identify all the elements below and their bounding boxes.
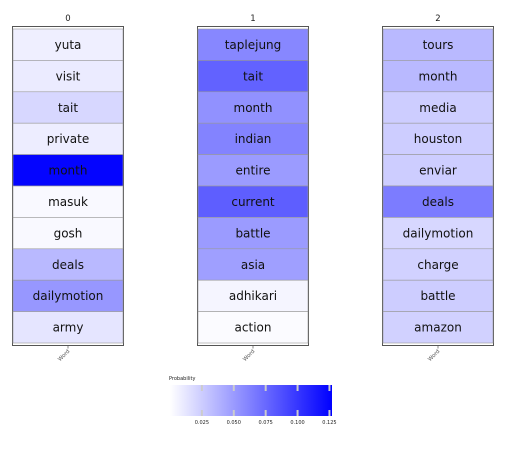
heatmap-cell bbox=[12, 91, 124, 124]
heatmap-columns: 0 yuta visit tait private month masuk gosh deals… bbox=[12, 14, 494, 363]
cell-word-label: houston bbox=[414, 132, 462, 146]
heatmap-cell bbox=[12, 279, 124, 312]
cell-word-label: entire bbox=[235, 164, 270, 178]
cell-word-label: gosh bbox=[54, 226, 83, 240]
heatmap-cell bbox=[382, 248, 494, 281]
heatmap-cell bbox=[382, 185, 494, 218]
column-title: 1 bbox=[250, 14, 255, 24]
x-tick-label: Word bbox=[242, 349, 256, 363]
cell-word-label: enviar bbox=[419, 164, 457, 178]
cell-word-label: deals bbox=[52, 258, 84, 272]
cell-word-label: masuk bbox=[48, 195, 88, 209]
heatmap-cell bbox=[12, 311, 124, 344]
heatmap-cell bbox=[197, 311, 309, 344]
cell-word-label: asia bbox=[241, 258, 265, 272]
heatmap-cell bbox=[382, 122, 494, 155]
cell-word-label: charge bbox=[417, 258, 458, 272]
heatmap-cell bbox=[382, 154, 494, 187]
cell-word-label: taplejung bbox=[225, 38, 282, 52]
colorbar-gradient bbox=[170, 385, 332, 416]
cell-word-label: tours bbox=[423, 38, 454, 52]
heatmap-cell bbox=[12, 122, 124, 155]
cell-word-label: deals bbox=[422, 195, 454, 209]
cell-word-label: dailymotion bbox=[403, 226, 474, 240]
cell-word-label: private bbox=[47, 132, 89, 146]
colorbar-tick-label: 0.075 bbox=[259, 420, 273, 426]
column-title: 2 bbox=[435, 14, 440, 24]
cell-word-label: battle bbox=[235, 226, 270, 240]
cell-word-label: month bbox=[419, 69, 458, 83]
cell-word-label: month bbox=[49, 164, 88, 178]
heatmap-cell bbox=[197, 248, 309, 281]
heatmap-cell bbox=[12, 185, 124, 218]
cell-word-label: dailymotion bbox=[33, 289, 104, 303]
heatmap-cell bbox=[197, 185, 309, 218]
heatmap-cell bbox=[197, 28, 309, 61]
heatmap-column-1: 1 taplejung tait month indian entire current ba… bbox=[197, 14, 309, 363]
colorbar-tick-label: 0.100 bbox=[290, 420, 304, 426]
heatmap-cell bbox=[12, 248, 124, 281]
heatmap-cell bbox=[197, 217, 309, 250]
cell-word-label: tait bbox=[58, 101, 78, 115]
heatmap-cell bbox=[382, 91, 494, 124]
cell-word-label: month bbox=[234, 101, 273, 115]
colorbar-tick-label: 0.050 bbox=[227, 420, 241, 426]
cell-word-label: yuta bbox=[55, 38, 82, 52]
heatmap-cell bbox=[382, 311, 494, 344]
heatmap-column-2: 2 tours month media houston enviar deals dailym… bbox=[382, 14, 494, 363]
heatmap-cell bbox=[197, 154, 309, 187]
cell-word-label: visit bbox=[56, 69, 81, 83]
cell-word-label: indian bbox=[235, 132, 272, 146]
heatmap-cell bbox=[197, 279, 309, 312]
colorbar: Probability 0.025 0.050 0.075 0.100 0.125 bbox=[169, 376, 337, 426]
heatmap-cell bbox=[12, 217, 124, 250]
cell-word-label: media bbox=[419, 101, 456, 115]
cell-word-label: army bbox=[53, 321, 84, 335]
cell-word-label: battle bbox=[420, 289, 455, 303]
cell-word-label: adhikari bbox=[229, 289, 277, 303]
x-tick-label: Word bbox=[427, 349, 441, 363]
colorbar-tick-label: 0.125 bbox=[322, 420, 336, 426]
heatmap-cell bbox=[197, 91, 309, 124]
colorbar-tick-label: 0.025 bbox=[195, 420, 209, 426]
cell-word-label: amazon bbox=[414, 321, 462, 335]
heatmap-cell bbox=[382, 28, 494, 61]
column-title: 0 bbox=[65, 14, 70, 24]
colorbar-label: Probability bbox=[169, 376, 195, 382]
cell-word-label: current bbox=[231, 195, 275, 209]
x-tick-label: Word bbox=[57, 349, 71, 363]
heatmap-cell bbox=[12, 60, 124, 93]
cell-word-label: tait bbox=[243, 69, 263, 83]
heatmap-column-0: 0 yuta visit tait private month masuk gosh deals… bbox=[12, 14, 124, 363]
cell-word-label: action bbox=[235, 321, 272, 335]
heatmap-cell bbox=[382, 60, 494, 93]
heatmap-cell bbox=[197, 60, 309, 93]
heatmap-cell bbox=[382, 217, 494, 250]
